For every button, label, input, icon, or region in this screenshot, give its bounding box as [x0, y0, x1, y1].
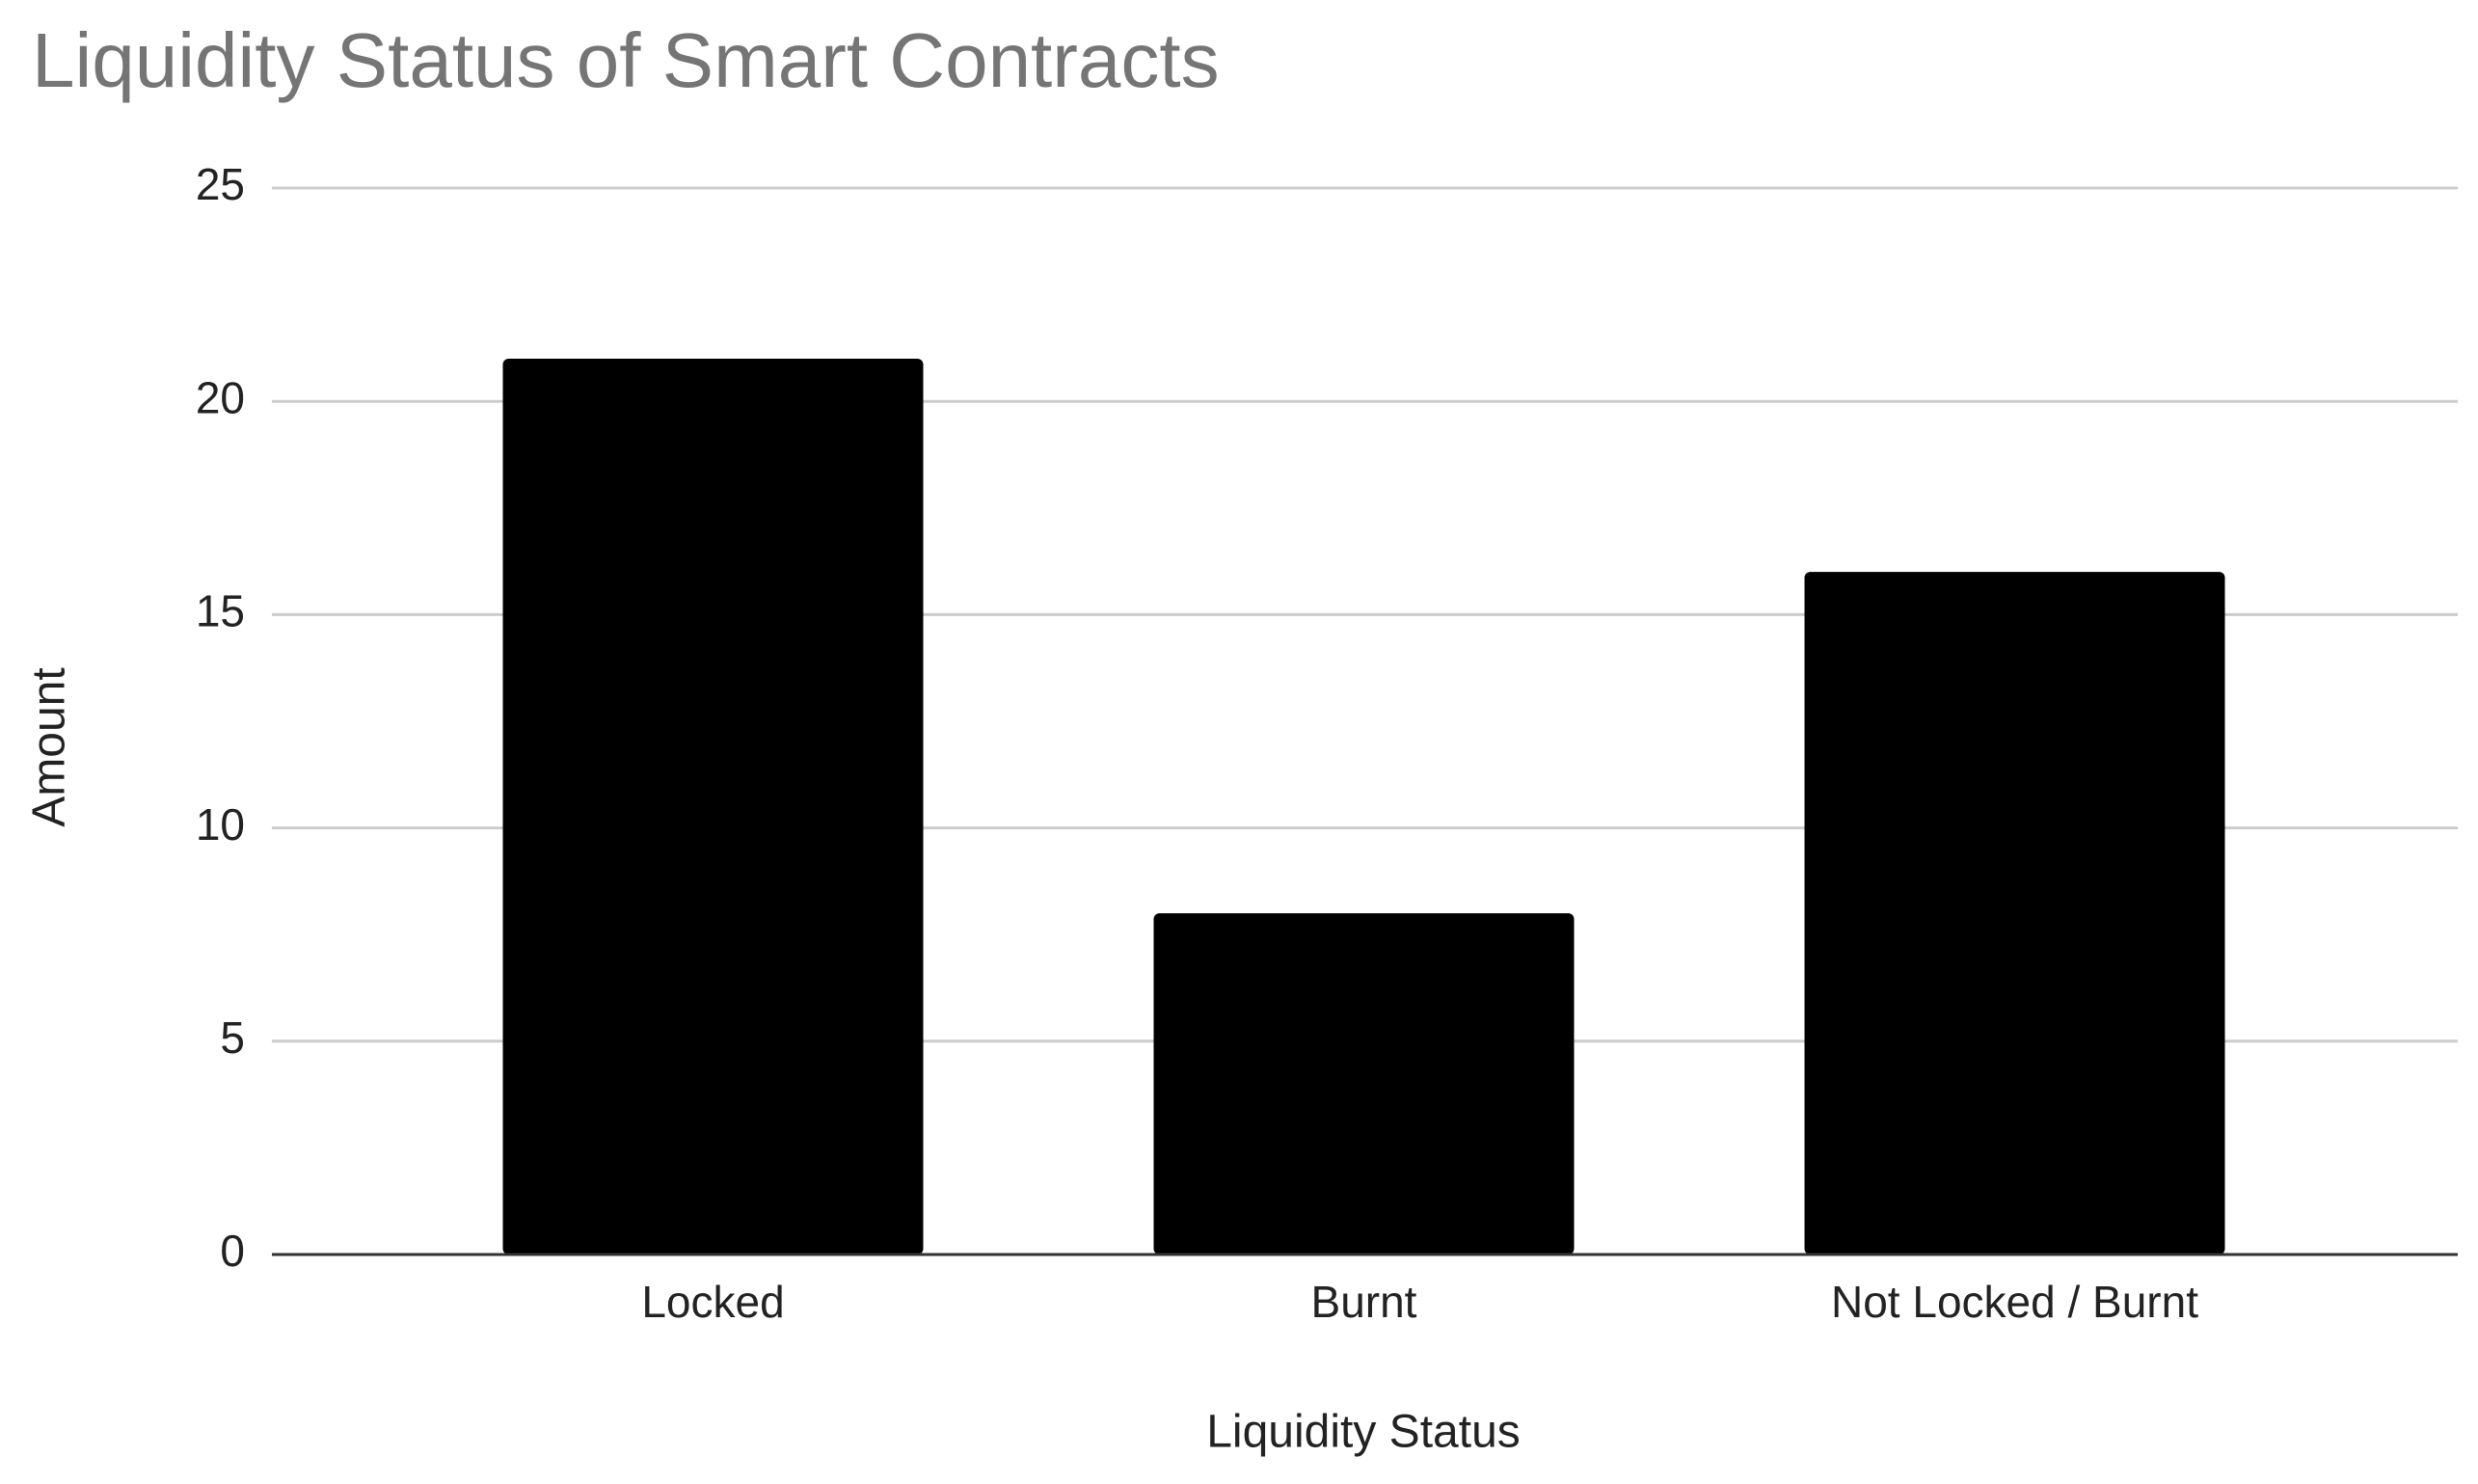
y-tick-label: 5	[220, 1012, 245, 1063]
x-tick-label: Not Locked / Burnt	[1831, 1277, 2198, 1327]
x-tick-label: Burnt	[1311, 1277, 1417, 1327]
y-tick-label: 25	[196, 159, 245, 209]
bar	[1153, 913, 1575, 1255]
y-tick-label: 20	[196, 372, 245, 422]
bar	[1804, 572, 2225, 1255]
bar	[502, 358, 924, 1255]
y-axis-title: Amount	[24, 667, 75, 826]
y-tick-label: 0	[220, 1226, 245, 1276]
y-tick-label: 10	[196, 799, 245, 850]
chart-title: Liquidity Status of Smart Contracts	[32, 17, 1220, 103]
y-tick-label: 15	[196, 586, 245, 636]
x-tick-label: Locked	[641, 1277, 784, 1327]
x-axis-title: Liquidity Status	[1206, 1407, 1521, 1458]
